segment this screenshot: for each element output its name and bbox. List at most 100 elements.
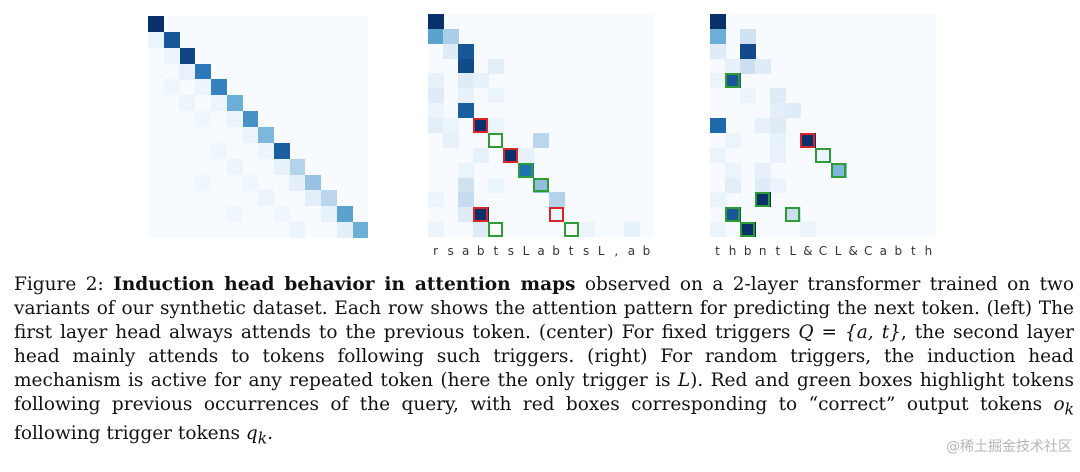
heatmap-cell xyxy=(428,118,444,134)
green-highlight-box xyxy=(563,222,579,237)
heatmap-cell xyxy=(242,174,259,191)
heatmap-cell xyxy=(148,16,164,32)
heatmap-cell xyxy=(443,118,460,134)
heatmap-cell xyxy=(725,132,742,148)
green-highlight-box xyxy=(815,147,831,163)
caption-text-5: . xyxy=(267,422,273,444)
attention-heatmap-center xyxy=(428,14,654,238)
heatmap-cell xyxy=(710,118,726,134)
token-label: L xyxy=(522,244,530,258)
heatmap-cell xyxy=(488,58,505,74)
heatmap-cell xyxy=(458,73,475,89)
caption-text-1: observed on a 2-layer transformer traine… xyxy=(14,274,1074,343)
token-label: h xyxy=(924,244,933,258)
heatmap-cell xyxy=(273,206,290,223)
attention-heatmap-left xyxy=(148,16,369,239)
token-label: a xyxy=(461,244,470,258)
heatmap-cell xyxy=(518,147,535,163)
heatmap-cell xyxy=(623,222,640,238)
heatmap-cell xyxy=(770,132,787,148)
heatmap-cell xyxy=(473,147,490,163)
heatmap-cell xyxy=(195,79,212,96)
heatmap-cell xyxy=(533,132,550,148)
heatmap-cell xyxy=(785,103,802,119)
token-label: , xyxy=(614,244,619,258)
token-label: r xyxy=(433,244,438,258)
heatmap-cell xyxy=(458,192,475,208)
green-highlight-box xyxy=(725,73,741,89)
heatmap-cell xyxy=(458,88,475,104)
caption-math-q-set: Q = {a, t} xyxy=(798,322,901,343)
heatmap-cell xyxy=(755,192,772,208)
green-highlight-box xyxy=(755,192,771,208)
heatmap-cell xyxy=(710,192,726,208)
heatmap-cell xyxy=(755,177,772,193)
caption-text-4: following trigger tokens xyxy=(14,422,246,444)
heatmap-cell xyxy=(305,174,322,191)
figure-caption: Figure 2: Induction head behavior in att… xyxy=(14,273,1074,450)
heatmap-cell xyxy=(428,14,444,29)
heatmap-cell xyxy=(770,103,787,119)
red-highlight-box xyxy=(473,207,489,223)
red-highlight-box xyxy=(503,147,519,163)
token-label: a xyxy=(537,244,545,258)
heatmap-cell xyxy=(533,177,550,193)
token-label: s xyxy=(447,244,454,258)
heatmap-cell xyxy=(473,222,490,238)
heatmap-cell xyxy=(242,127,259,143)
heatmap-cell xyxy=(725,177,742,193)
green-highlight-box xyxy=(830,162,846,178)
heatmap-cell xyxy=(428,28,444,44)
heatmap-cell xyxy=(289,158,306,175)
heatmap-cell xyxy=(305,190,322,207)
token-label: t xyxy=(568,244,574,258)
heatmap-cell xyxy=(800,132,817,148)
token-label: & xyxy=(803,244,813,258)
heatmap-cell xyxy=(226,206,243,223)
heatmap-cell xyxy=(800,222,817,238)
heatmap-cell xyxy=(725,73,742,89)
green-highlight-box xyxy=(785,207,801,223)
heatmap-cell xyxy=(548,207,565,223)
heatmap-cell xyxy=(770,88,787,104)
heatmap-cell xyxy=(740,88,757,104)
heatmap-cell xyxy=(258,127,274,143)
red-highlight-box xyxy=(548,207,564,223)
caption-math-q: q xyxy=(245,422,258,444)
heatmap-cell xyxy=(755,58,772,74)
heatmap-cell xyxy=(740,58,757,74)
heatmap-cell xyxy=(210,95,227,112)
caption-math-o-sub: k xyxy=(1064,400,1074,419)
heatmap-cell xyxy=(503,147,520,163)
token-label: s xyxy=(507,244,514,258)
heatmap-cell xyxy=(815,147,832,163)
token-label: b xyxy=(894,244,903,258)
heatmap-cell xyxy=(473,73,490,89)
watermark: @稀土掘金技术社区 xyxy=(946,439,1072,455)
token-label: b xyxy=(743,244,752,258)
heatmap-cell xyxy=(458,103,475,119)
heatmap-cell xyxy=(320,190,337,207)
caption-math-q-sub: k xyxy=(257,429,268,448)
heatmap-cell xyxy=(725,162,742,178)
heatmap-cell xyxy=(163,31,180,48)
heatmap-cell xyxy=(428,192,444,208)
heatmap-cell xyxy=(770,147,787,163)
caption-math-o: o xyxy=(1053,394,1065,415)
token-label: L xyxy=(834,244,842,258)
heatmap-cell xyxy=(770,177,787,193)
heatmap-cell xyxy=(755,162,772,178)
green-highlight-box xyxy=(488,132,504,148)
heatmap-cell xyxy=(488,177,505,193)
token-label: C xyxy=(863,244,873,258)
heatmap-cell xyxy=(488,88,505,104)
heatmap-cell xyxy=(473,207,490,223)
heatmap-cell xyxy=(163,79,180,96)
token-label: t xyxy=(493,244,499,258)
heatmap-cell xyxy=(710,14,726,29)
token-label: t xyxy=(715,244,720,258)
heatmap-cell xyxy=(473,118,490,134)
heatmap-cell xyxy=(458,162,475,178)
green-highlight-box xyxy=(488,222,504,237)
